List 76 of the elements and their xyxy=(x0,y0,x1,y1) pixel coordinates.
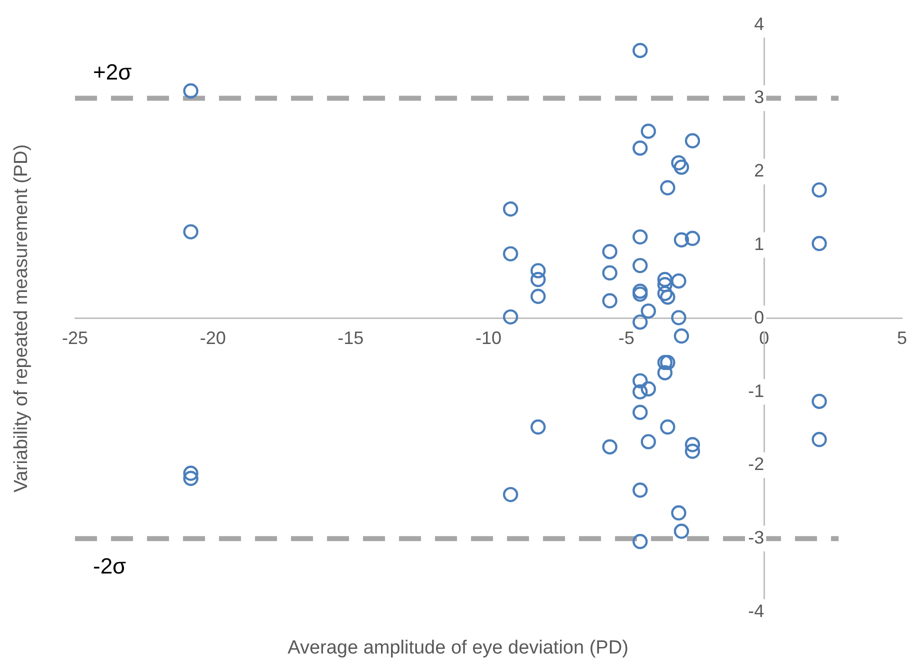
point xyxy=(502,486,518,502)
x-tick-label: 5 xyxy=(896,328,907,348)
point xyxy=(660,354,676,370)
y-tick-label: -4 xyxy=(748,600,764,621)
point xyxy=(632,229,648,245)
point xyxy=(640,124,656,139)
point xyxy=(632,534,648,550)
point xyxy=(183,224,198,240)
point xyxy=(602,265,618,280)
point xyxy=(812,394,827,409)
point xyxy=(660,180,676,196)
point xyxy=(657,354,673,370)
point xyxy=(671,505,686,521)
y-tick-label: 4 xyxy=(754,14,764,34)
ref-line-label: +2σ xyxy=(93,59,132,84)
point xyxy=(632,284,648,299)
point xyxy=(640,434,656,450)
y-tick-label: 0 xyxy=(754,307,764,328)
point xyxy=(632,140,648,156)
point xyxy=(183,83,198,98)
point xyxy=(671,273,686,289)
point xyxy=(640,303,656,319)
point xyxy=(530,263,546,278)
point xyxy=(684,133,700,148)
point xyxy=(671,155,686,170)
point xyxy=(632,384,648,400)
point xyxy=(632,286,648,302)
point xyxy=(502,201,518,217)
point xyxy=(183,470,198,486)
point xyxy=(530,272,546,288)
point xyxy=(684,230,700,246)
point xyxy=(657,286,673,302)
point xyxy=(657,272,673,288)
point xyxy=(674,524,690,539)
x-tick-label: -5 xyxy=(618,328,634,348)
y-tick-label: -3 xyxy=(748,528,764,548)
y-tick-label: 3 xyxy=(754,87,764,108)
point xyxy=(812,182,827,198)
x-tick-label: -25 xyxy=(62,328,88,348)
y-tick-label: -1 xyxy=(748,380,764,401)
y-tick-label: 1 xyxy=(754,234,764,254)
x-tick-label: -15 xyxy=(338,328,364,348)
ref-line-label: -2σ xyxy=(93,554,127,579)
point xyxy=(674,232,690,248)
point xyxy=(632,482,648,498)
point xyxy=(602,293,618,308)
point xyxy=(640,381,656,396)
x-axis-title: Average amplitude of eye deviation (PD) xyxy=(288,638,628,659)
point xyxy=(660,419,676,435)
point xyxy=(812,432,827,448)
point xyxy=(671,310,686,326)
y-tick-label: 2 xyxy=(754,160,764,181)
point xyxy=(502,309,518,325)
point xyxy=(684,437,700,452)
point xyxy=(632,42,648,58)
point xyxy=(632,314,648,330)
point xyxy=(657,277,673,292)
y-tick-label: -2 xyxy=(748,454,764,474)
point xyxy=(530,419,546,435)
point xyxy=(674,328,690,344)
point xyxy=(632,258,648,274)
point xyxy=(684,444,700,459)
point xyxy=(674,160,690,175)
point xyxy=(657,365,673,380)
point xyxy=(602,244,618,260)
point xyxy=(632,404,648,420)
point xyxy=(812,236,827,252)
point xyxy=(660,290,676,305)
x-tick-label: -10 xyxy=(475,328,502,348)
point xyxy=(602,439,618,454)
y-axis-title: Variability of repeated measurement (PD) xyxy=(11,144,32,492)
point xyxy=(530,288,546,304)
point xyxy=(183,466,198,481)
point xyxy=(632,373,648,388)
x-tick-label: -20 xyxy=(200,328,226,348)
point xyxy=(502,246,518,262)
